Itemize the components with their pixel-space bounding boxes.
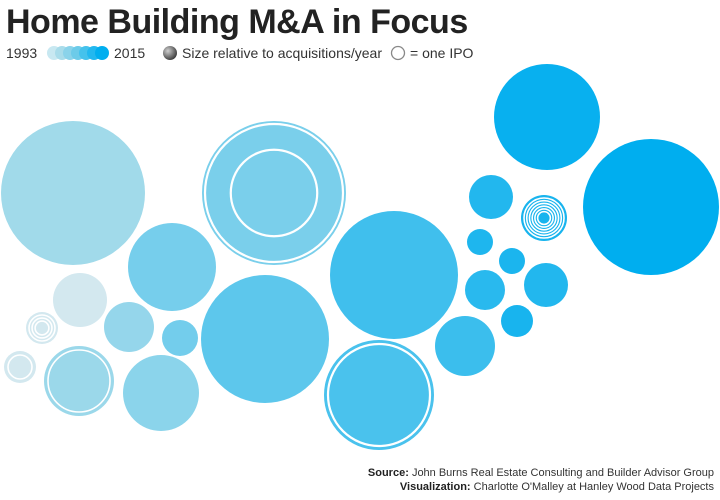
ipo-ring (523, 197, 565, 239)
ipo-ring (229, 148, 319, 238)
bubble-circle (499, 248, 525, 274)
ipo-ring (525, 199, 563, 237)
size-legend-icon (163, 46, 177, 60)
bubble-circle (501, 305, 533, 337)
footer: Source: John Burns Real Estate Consultin… (368, 466, 714, 494)
visualization-line: Visualization: Charlotte O'Malley at Han… (368, 480, 714, 494)
source-line: Source: John Burns Real Estate Consultin… (368, 466, 714, 480)
bubble (123, 355, 199, 431)
ipo-ring-icon (390, 45, 406, 61)
bubble-circle (201, 275, 329, 403)
gradient-dot (95, 46, 109, 60)
bubble (501, 305, 533, 337)
visualization-text: Charlotte O'Malley at Hanley Wood Data P… (473, 481, 714, 493)
bubble-circle (53, 273, 107, 327)
source-label: Source: (367, 467, 409, 479)
visualization-label: Visualization: (399, 481, 471, 493)
bubble-circle (524, 263, 568, 307)
bubble (583, 139, 719, 275)
bubble (330, 211, 458, 339)
ipo-ring (203, 122, 345, 264)
bubble-circle (583, 139, 719, 275)
ipo-ring (528, 202, 560, 234)
bubble (44, 346, 114, 416)
bubble (467, 229, 493, 255)
bubble (469, 175, 513, 219)
chart-title: Home Building M&A in Focus (6, 3, 468, 41)
year-gradient-swatches (47, 46, 109, 60)
bubble (524, 263, 568, 307)
bubble (53, 273, 107, 327)
bubble-circle (521, 195, 567, 241)
bubble-circle (324, 340, 434, 450)
bubble (521, 195, 567, 241)
ipo-ring (7, 354, 33, 380)
bubble (4, 351, 36, 383)
bubble-circle (162, 320, 198, 356)
bubble-circle (467, 229, 493, 255)
ipo-ring (47, 349, 111, 413)
bubble (26, 312, 58, 344)
legend-ipo-label: = one IPO (410, 45, 474, 61)
legend-end-year: 2015 (114, 45, 146, 61)
bubble (201, 275, 329, 403)
ipo-ring (31, 317, 53, 339)
bubble-circle (123, 355, 199, 431)
bubble (104, 302, 154, 352)
source-text: John Burns Real Estate Consulting and Bu… (411, 467, 714, 479)
bubble-circle (26, 312, 58, 344)
bubble-circle (202, 121, 346, 265)
bubble (465, 270, 505, 310)
bubble-circle (44, 346, 114, 416)
bubble-circle (128, 223, 216, 311)
ipo-ring (531, 205, 557, 231)
bubble (499, 248, 525, 274)
bubble-circle (494, 64, 600, 170)
bubble (324, 340, 434, 450)
bubble (435, 316, 495, 376)
ipo-ring (28, 314, 56, 342)
bubble-circle (1, 121, 145, 265)
bubble-circle (104, 302, 154, 352)
bubble (1, 121, 145, 265)
legend-size-label: Size relative to acquisitions/year (182, 45, 382, 61)
ipo-ring (534, 208, 554, 228)
bubble-circle (435, 316, 495, 376)
bubble-circle (469, 175, 513, 219)
ipo-ring (34, 320, 50, 336)
ipo-ring (536, 210, 552, 226)
legend-start-year: 1993 (6, 45, 38, 61)
bubble (128, 223, 216, 311)
bubble (162, 320, 198, 356)
ipo-ring (326, 342, 432, 448)
bubble (494, 64, 600, 170)
bubble-circle (330, 211, 458, 339)
bubble (202, 121, 346, 265)
bubble-circle (465, 270, 505, 310)
